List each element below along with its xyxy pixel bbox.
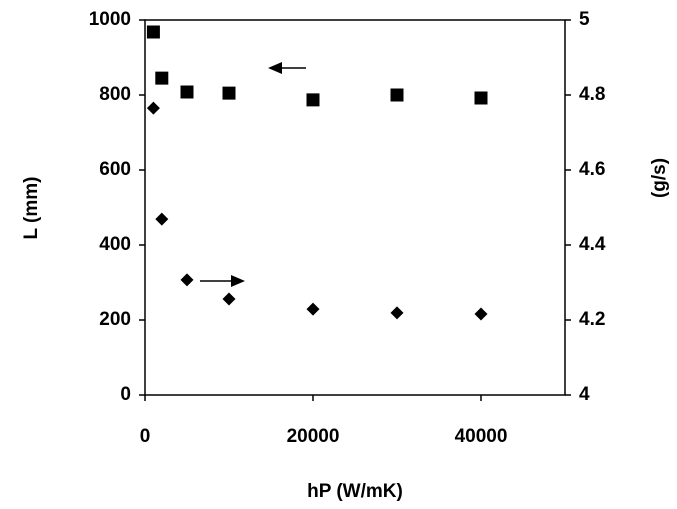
square-marker bbox=[306, 93, 320, 107]
square-marker bbox=[222, 86, 236, 100]
x-tick-label: 0 bbox=[140, 426, 151, 447]
arrow-left bbox=[268, 62, 306, 74]
plot-frame bbox=[144, 19, 566, 396]
diamond-marker bbox=[222, 292, 236, 306]
y2-tick-label: 4.6 bbox=[579, 159, 605, 180]
square-marker bbox=[474, 91, 488, 105]
y2-axis-label: (g/s) bbox=[649, 158, 670, 198]
y-axis-label: L (mm) bbox=[21, 177, 42, 240]
diamond-marker bbox=[474, 307, 488, 321]
x-axis-label: hP (W/mK) bbox=[307, 481, 403, 502]
arrow-right bbox=[200, 275, 245, 287]
y2-tick-label: 4.8 bbox=[579, 84, 605, 105]
diamond-marker bbox=[390, 306, 404, 320]
y-tick-label: 200 bbox=[99, 309, 131, 330]
square-marker bbox=[146, 25, 160, 39]
x-tick-label: 40000 bbox=[455, 426, 508, 447]
y2-tick-label: 4.4 bbox=[579, 234, 606, 255]
y2-tick-label: 4 bbox=[579, 384, 590, 405]
y-tick-label: 400 bbox=[99, 234, 131, 255]
y-tick-label: 800 bbox=[99, 84, 131, 105]
y-tick-label: 600 bbox=[99, 159, 131, 180]
diamond-marker bbox=[306, 302, 320, 316]
square-marker bbox=[180, 85, 194, 99]
y-tick-label: 0 bbox=[120, 384, 131, 405]
diamond-marker bbox=[180, 273, 194, 287]
diamond-marker bbox=[155, 212, 169, 226]
y2-tick-label: 5 bbox=[579, 9, 590, 30]
square-marker bbox=[155, 71, 169, 85]
y2-tick-label: 4.2 bbox=[579, 309, 605, 330]
y-tick-label: 1000 bbox=[89, 9, 131, 30]
x-tick-label: 20000 bbox=[287, 426, 340, 447]
diamond-marker bbox=[146, 101, 160, 115]
square-marker bbox=[390, 88, 404, 102]
